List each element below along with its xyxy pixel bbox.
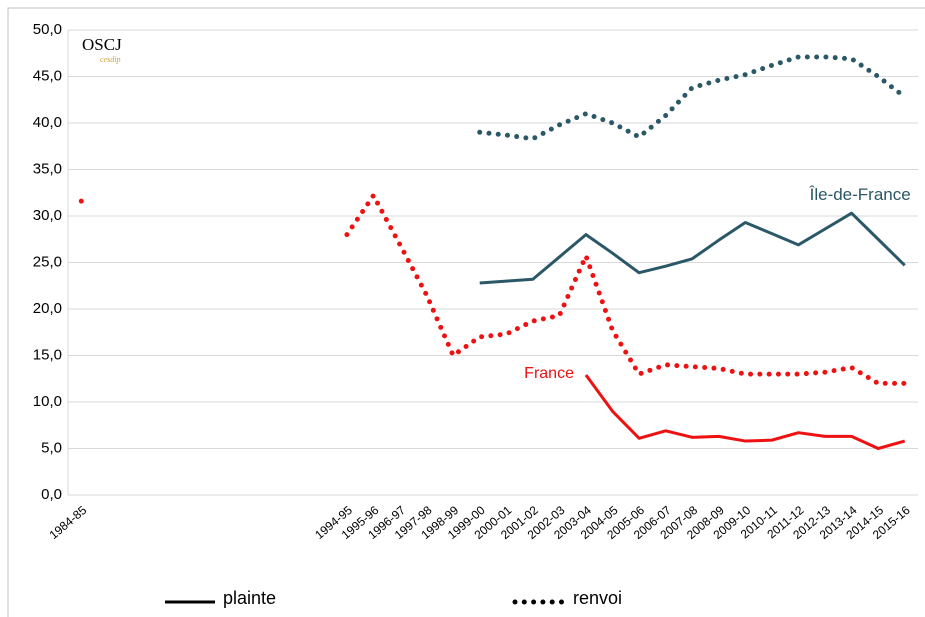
frame — [7, 7, 925, 617]
y-tick-label: 30,0 — [33, 207, 62, 224]
y-tick-label: 15,0 — [33, 346, 62, 363]
data-line — [78, 190, 908, 386]
legend-label: renvoi — [573, 588, 622, 608]
legend-label: plainte — [223, 588, 276, 608]
group-label: Île-de-France — [809, 185, 911, 204]
y-tick-label: 25,0 — [33, 253, 62, 270]
y-tick-label: 40,0 — [33, 114, 62, 131]
data-line — [584, 374, 906, 450]
logo-sub: cesdip — [100, 55, 120, 64]
y-tick-label: 0,0 — [41, 486, 62, 503]
y-tick-label: 50,0 — [33, 21, 62, 38]
y-tick-label: 5,0 — [41, 439, 62, 456]
x-tick-label: 1984-85 — [47, 503, 90, 542]
y-tick-label: 10,0 — [33, 393, 62, 410]
data-line — [477, 54, 908, 142]
y-tick-label: 45,0 — [33, 67, 62, 84]
group-label: France — [524, 365, 574, 382]
logo: OSCJ — [82, 35, 122, 54]
data-line — [479, 211, 906, 285]
y-tick-label: 20,0 — [33, 300, 62, 317]
y-tick-label: 35,0 — [33, 160, 62, 177]
